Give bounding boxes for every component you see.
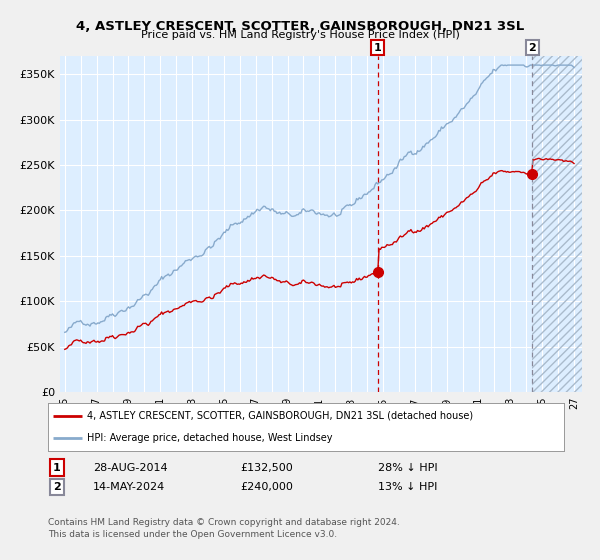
Text: 4, ASTLEY CRESCENT, SCOTTER, GAINSBOROUGH, DN21 3SL: 4, ASTLEY CRESCENT, SCOTTER, GAINSBOROUG… (76, 20, 524, 32)
4, ASTLEY CRESCENT, SCOTTER, GAINSBOROUGH, DN21 3SL (detached house) (61, 346, 68, 353)
4, ASTLEY CRESCENT, SCOTTER, GAINSBOROUGH, DN21 3SL (detached house) (106, 333, 113, 340)
4, ASTLEY CRESCENT, SCOTTER, GAINSBOROUGH, DN21 3SL (detached house) (415, 228, 422, 235)
HPI: Average price, detached house, West Lindsey: (2.03e+03, 3.57e+05): Average price, detached house, West Lind… (571, 64, 578, 71)
4, ASTLEY CRESCENT, SCOTTER, GAINSBOROUGH, DN21 3SL (detached house) (271, 276, 278, 283)
Text: 13% ↓ HPI: 13% ↓ HPI (378, 482, 437, 492)
Text: Contains HM Land Registry data © Crown copyright and database right 2024.
This d: Contains HM Land Registry data © Crown c… (48, 518, 400, 539)
Text: HPI: Average price, detached house, West Lindsey: HPI: Average price, detached house, West… (86, 433, 332, 444)
HPI: Average price, detached house, West Lindsey: (2e+03, 7.77e+04): Average price, detached house, West Lind… (73, 318, 80, 325)
Text: 1: 1 (53, 463, 61, 473)
Bar (532, 56, 598, 392)
Text: 2: 2 (529, 43, 536, 53)
Text: Price paid vs. HM Land Registry's House Price Index (HPI): Price paid vs. HM Land Registry's House … (140, 30, 460, 40)
Bar (532, 56, 598, 392)
HPI: Average price, detached house, West Lindsey: (2.01e+03, 1.97e+05): Average price, detached house, West Lind… (331, 209, 338, 216)
HPI: Average price, detached house, West Lindsey: (2.02e+03, 3.6e+05): Average price, detached house, West Lind… (497, 62, 505, 68)
Text: 2: 2 (53, 482, 61, 492)
Text: £132,500: £132,500 (240, 463, 293, 473)
HPI: Average price, detached house, West Lindsey: (2e+03, 6.57e+04): Average price, detached house, West Lind… (61, 329, 68, 335)
4, ASTLEY CRESCENT, SCOTTER, GAINSBOROUGH, DN21 3SL (detached house) (400, 233, 407, 240)
4, ASTLEY CRESCENT, SCOTTER, GAINSBOROUGH, DN21 3SL (detached house) (73, 337, 80, 343)
Line: HPI: Average price, detached house, West Lindsey: HPI: Average price, detached house, West… (65, 65, 574, 332)
4, ASTLEY CRESCENT, SCOTTER, GAINSBOROUGH, DN21 3SL (detached house) (535, 155, 542, 162)
4, ASTLEY CRESCENT, SCOTTER, GAINSBOROUGH, DN21 3SL (detached house) (571, 160, 578, 167)
HPI: Average price, detached house, West Lindsey: (2.02e+03, 2.56e+05): Average price, detached house, West Lind… (400, 156, 407, 163)
Text: 14-MAY-2024: 14-MAY-2024 (93, 482, 165, 492)
Text: 4, ASTLEY CRESCENT, SCOTTER, GAINSBOROUGH, DN21 3SL (detached house): 4, ASTLEY CRESCENT, SCOTTER, GAINSBOROUG… (86, 410, 473, 421)
Text: 28-AUG-2014: 28-AUG-2014 (93, 463, 167, 473)
HPI: Average price, detached house, West Lindsey: (2e+03, 8.53e+04): Average price, detached house, West Lind… (106, 311, 113, 318)
HPI: Average price, detached house, West Lindsey: (2.01e+03, 1.99e+05): Average price, detached house, West Lind… (271, 208, 278, 215)
Text: 28% ↓ HPI: 28% ↓ HPI (378, 463, 437, 473)
4, ASTLEY CRESCENT, SCOTTER, GAINSBOROUGH, DN21 3SL (detached house) (331, 282, 338, 289)
Text: £240,000: £240,000 (240, 482, 293, 492)
Text: 1: 1 (374, 43, 382, 53)
Line: 4, ASTLEY CRESCENT, SCOTTER, GAINSBOROUGH, DN21 3SL (detached house): 4, ASTLEY CRESCENT, SCOTTER, GAINSBOROUG… (65, 158, 574, 349)
HPI: Average price, detached house, West Lindsey: (2.02e+03, 2.65e+05): Average price, detached house, West Lind… (415, 148, 422, 155)
